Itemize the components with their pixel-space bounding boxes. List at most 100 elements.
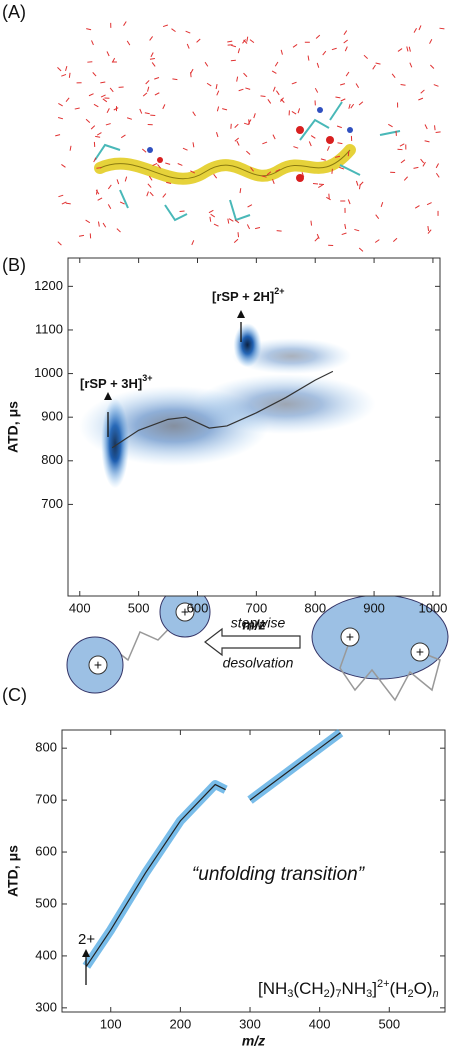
water bbox=[314, 87, 319, 93]
water bbox=[139, 108, 143, 114]
water bbox=[271, 70, 277, 74]
molecule-render bbox=[55, 21, 445, 252]
water bbox=[274, 61, 279, 67]
water bbox=[100, 94, 106, 98]
water bbox=[124, 176, 128, 182]
water bbox=[435, 172, 440, 178]
water bbox=[107, 204, 112, 209]
water bbox=[418, 97, 424, 101]
water bbox=[326, 145, 330, 151]
water bbox=[150, 52, 154, 58]
water bbox=[315, 34, 321, 39]
arrow-head bbox=[82, 949, 90, 957]
water bbox=[236, 76, 239, 82]
water bbox=[91, 40, 94, 46]
water bbox=[248, 119, 250, 125]
water bbox=[116, 179, 120, 185]
y-tick-label: 900 bbox=[41, 409, 63, 424]
water bbox=[57, 241, 62, 246]
water bbox=[106, 108, 110, 114]
water bbox=[276, 230, 282, 232]
water bbox=[186, 43, 190, 49]
water bbox=[246, 36, 249, 42]
water bbox=[247, 204, 253, 208]
formula-part: 3 bbox=[366, 988, 372, 1000]
water bbox=[245, 87, 251, 90]
water bbox=[142, 92, 148, 97]
water bbox=[172, 78, 178, 81]
y-tick-label: 800 bbox=[41, 452, 63, 467]
charge: + bbox=[181, 604, 189, 620]
x-tick-label: 400 bbox=[309, 1016, 331, 1031]
water bbox=[335, 96, 341, 99]
formula-part: NH bbox=[342, 979, 367, 998]
y-tick-label: 700 bbox=[35, 792, 57, 807]
water bbox=[267, 99, 272, 104]
water bbox=[413, 27, 417, 33]
water bbox=[111, 57, 116, 63]
water bbox=[90, 125, 96, 130]
formula-part: ) bbox=[330, 979, 336, 998]
water bbox=[157, 164, 162, 169]
water bbox=[179, 210, 185, 212]
annotation: 2+ bbox=[78, 931, 95, 948]
water bbox=[272, 134, 276, 140]
water bbox=[347, 151, 350, 157]
water bbox=[234, 123, 239, 129]
water bbox=[61, 164, 66, 168]
water bbox=[272, 86, 276, 92]
water bbox=[314, 237, 319, 242]
y-tick-label: 500 bbox=[35, 895, 57, 910]
water bbox=[255, 227, 261, 230]
water bbox=[165, 162, 171, 165]
water bbox=[57, 67, 62, 72]
water bbox=[345, 71, 350, 77]
water bbox=[116, 228, 121, 233]
water bbox=[216, 106, 220, 112]
water bbox=[301, 172, 305, 178]
water bbox=[85, 118, 91, 123]
water bbox=[358, 247, 364, 252]
water bbox=[414, 205, 420, 209]
water bbox=[242, 39, 246, 44]
water bbox=[97, 221, 100, 227]
trend-line bbox=[85, 732, 341, 967]
water bbox=[426, 202, 432, 206]
water bbox=[363, 54, 368, 59]
water bbox=[418, 25, 422, 31]
water bbox=[348, 103, 351, 109]
water bbox=[343, 39, 349, 44]
annotation: [rSP + 2H]2+ bbox=[212, 286, 285, 304]
panel-label: (A) bbox=[2, 2, 26, 22]
water bbox=[65, 202, 71, 205]
formula-part: 2 bbox=[407, 988, 413, 1000]
water bbox=[96, 132, 102, 136]
water bbox=[413, 166, 419, 169]
x-tick-label: 200 bbox=[170, 1016, 192, 1031]
y-tick-label: 1200 bbox=[34, 278, 63, 293]
water bbox=[374, 239, 380, 243]
water bbox=[55, 134, 61, 137]
water bbox=[102, 98, 108, 103]
water bbox=[310, 220, 313, 226]
water bbox=[316, 233, 320, 239]
water bbox=[234, 137, 240, 142]
density bbox=[231, 338, 352, 375]
water bbox=[148, 175, 153, 181]
water bbox=[403, 176, 408, 181]
water bbox=[291, 111, 297, 115]
water bbox=[280, 49, 283, 55]
water bbox=[151, 62, 156, 67]
water bbox=[120, 134, 126, 139]
water bbox=[227, 40, 233, 43]
water bbox=[149, 36, 154, 41]
water bbox=[209, 216, 212, 222]
water bbox=[95, 135, 101, 138]
water bbox=[216, 90, 220, 96]
water bbox=[435, 163, 439, 169]
water bbox=[204, 61, 209, 67]
arrow-text: desolvation bbox=[223, 655, 294, 671]
water bbox=[424, 140, 430, 143]
annotation: “unfolding transition” bbox=[192, 864, 366, 885]
water bbox=[146, 191, 149, 197]
